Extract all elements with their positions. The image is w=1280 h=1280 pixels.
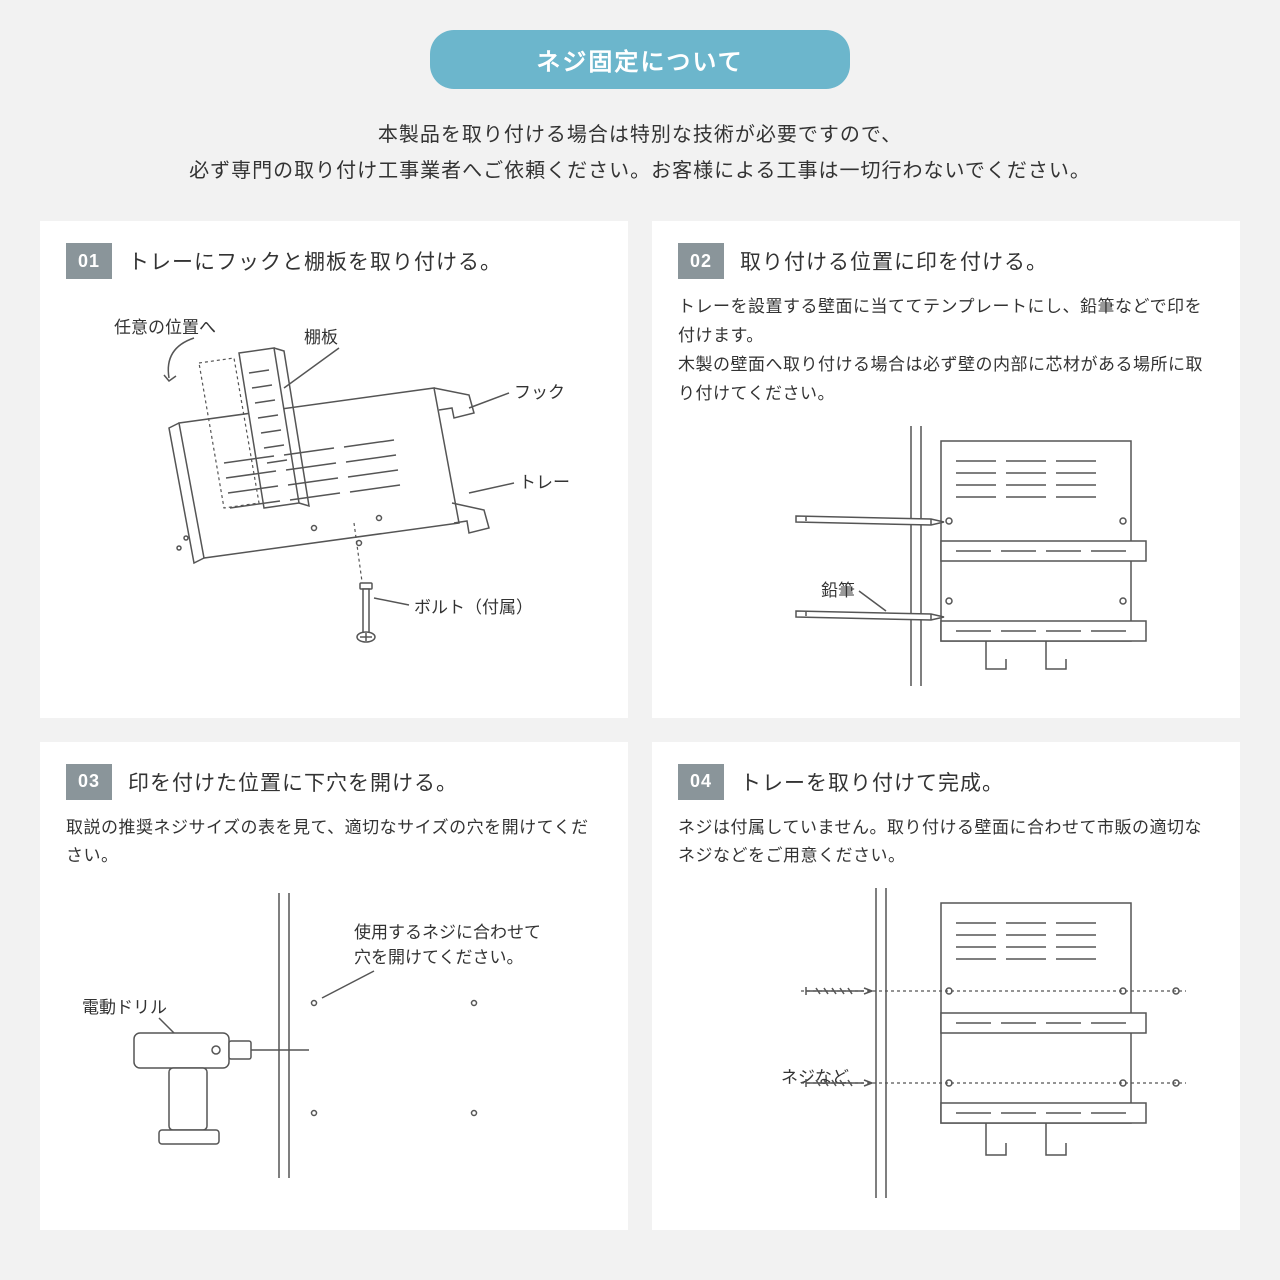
step-03-num: 03 xyxy=(66,764,112,800)
label-pencil: 鉛筆 xyxy=(821,581,855,600)
step-02-body: トレーを設置する壁面に当ててテンプレートにし、鉛筆などで印を付けます。 木製の壁… xyxy=(678,293,1214,409)
step-01-card: 01 トレーにフックと棚板を取り付ける。 任意の位置へ 棚板 フック トレー ボ… xyxy=(40,221,628,718)
label-tray: トレー xyxy=(519,473,570,492)
step-04-num: 04 xyxy=(678,764,724,800)
steps-grid: 01 トレーにフックと棚板を取り付ける。 任意の位置へ 棚板 フック トレー ボ… xyxy=(40,221,1240,1230)
label-note1: 使用するネジに合わせて xyxy=(354,922,541,942)
step-02-title: 取り付ける位置に印を付ける。 xyxy=(740,246,1048,276)
step-04-title: トレーを取り付けて完成。 xyxy=(740,767,1004,797)
screw-icon xyxy=(806,987,872,995)
step-03-body: 取説の推奨ネジサイズの表を見て、適切なサイズの穴を開けてください。 xyxy=(66,814,602,872)
title-badge: ネジ固定について xyxy=(430,30,850,89)
step-03-illustration: 使用するネジに合わせて 穴を開けてください。 電動ドリル xyxy=(66,883,602,1188)
intro-line1: 本製品を取り付ける場合は特別な技術が必要ですので、 xyxy=(40,117,1240,153)
step-02-card: 02 取り付ける位置に印を付ける。 トレーを設置する壁面に当ててテンプレートにし… xyxy=(652,221,1240,718)
step-02-num: 02 xyxy=(678,243,724,279)
label-any-pos: 任意の位置へ xyxy=(114,318,216,337)
label-bolt: ボルト（付属） xyxy=(414,598,533,617)
step-01-title: トレーにフックと棚板を取り付ける。 xyxy=(128,246,502,276)
label-note2: 穴を開けてください。 xyxy=(354,948,524,967)
step-01-illustration: 任意の位置へ 棚板 フック トレー ボルト（付属） xyxy=(66,293,602,678)
intro-text: 本製品を取り付ける場合は特別な技術が必要ですので、 必ず専門の取り付け工事業者へ… xyxy=(40,117,1240,189)
step-04-body: ネジは付属していません。取り付ける壁面に合わせて市販の適切なネジなどをご用意くだ… xyxy=(678,814,1214,872)
pencil-icon xyxy=(796,516,944,525)
label-shelf: 棚板 xyxy=(304,328,338,347)
step-04-illustration: ネジなど xyxy=(678,883,1214,1208)
bolt-icon xyxy=(357,583,375,642)
step-04-card: 04 トレーを取り付けて完成。 ネジは付属していません。取り付ける壁面に合わせて… xyxy=(652,742,1240,1231)
drill-icon xyxy=(134,1033,309,1144)
label-drill: 電動ドリル xyxy=(82,998,167,1017)
step-03-title: 印を付けた位置に下穴を開ける。 xyxy=(128,767,458,797)
step-03-card: 03 印を付けた位置に下穴を開ける。 取説の推奨ネジサイズの表を見て、適切なサイ… xyxy=(40,742,628,1231)
label-hook: フック xyxy=(514,383,565,402)
step-01-num: 01 xyxy=(66,243,112,279)
step-02-illustration: 鉛筆 xyxy=(678,421,1214,696)
intro-line2: 必ず専門の取り付け工事業者へご依頼ください。お客様による工事は一切行わないでくだ… xyxy=(40,153,1240,189)
label-screws: ネジなど xyxy=(781,1068,849,1087)
